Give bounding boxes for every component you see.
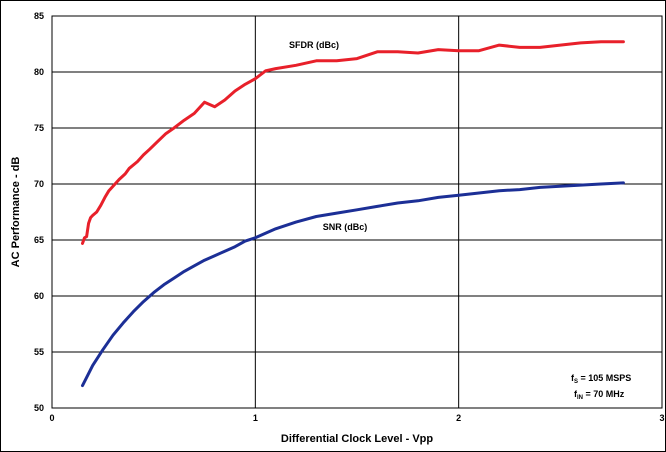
plot-area (51, 15, 663, 409)
y-axis-title: AC Performance - dB (10, 157, 22, 268)
sample-rate-sub: S (574, 379, 578, 385)
grid-lines (52, 16, 662, 408)
x-tick-label-1: 1 (253, 413, 258, 423)
x-tick-label-3: 3 (659, 413, 664, 423)
y-tick-label-80: 80 (34, 67, 44, 77)
y-tick-label-55: 55 (34, 347, 44, 357)
x-tick-label-2: 2 (456, 413, 461, 423)
y-tick-label-50: 50 (34, 403, 44, 413)
series-line-snr-dbc (81, 181, 625, 388)
input-frequency-note: fIN = 70 MHz (574, 389, 625, 401)
snr-annotation: SNR (dBc) (323, 222, 368, 232)
sample-rate-f: f (571, 373, 575, 383)
x-axis-title: Differential Clock Level - Vpp (281, 433, 433, 445)
sample-rate-rest: = 105 MSPS (578, 373, 631, 383)
y-tick-label-60: 60 (34, 291, 44, 301)
sfdr-annotation: SFDR (dBc) (289, 40, 339, 50)
x-tick-labels: 0 1 2 3 (49, 413, 664, 423)
series-lines (81, 40, 625, 388)
y-tick-label-75: 75 (34, 123, 44, 133)
y-tick-labels: 50 55 60 65 70 75 80 85 (34, 11, 44, 413)
sample-rate-note: fS = 105 MSPS (571, 373, 631, 385)
y-tick-label-85: 85 (34, 11, 44, 21)
y-tick-label-65: 65 (34, 235, 44, 245)
series-line-sfdr-dbc (81, 40, 625, 245)
y-tick-label-70: 70 (34, 179, 44, 189)
input-frequency-rest: = 70 MHz (583, 389, 625, 399)
x-tick-label-0: 0 (49, 413, 54, 423)
input-frequency-sub: IN (577, 395, 583, 401)
input-frequency-f: f (574, 389, 578, 399)
